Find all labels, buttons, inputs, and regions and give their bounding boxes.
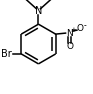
Text: N: N (35, 6, 42, 16)
Text: +: + (71, 27, 76, 33)
Text: -: - (84, 21, 86, 30)
Text: O: O (77, 24, 84, 33)
Text: Br: Br (1, 49, 12, 59)
Text: N: N (66, 29, 73, 38)
Text: O: O (66, 42, 73, 50)
